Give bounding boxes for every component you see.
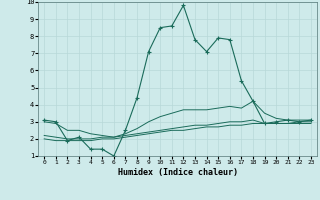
X-axis label: Humidex (Indice chaleur): Humidex (Indice chaleur) xyxy=(118,168,238,177)
